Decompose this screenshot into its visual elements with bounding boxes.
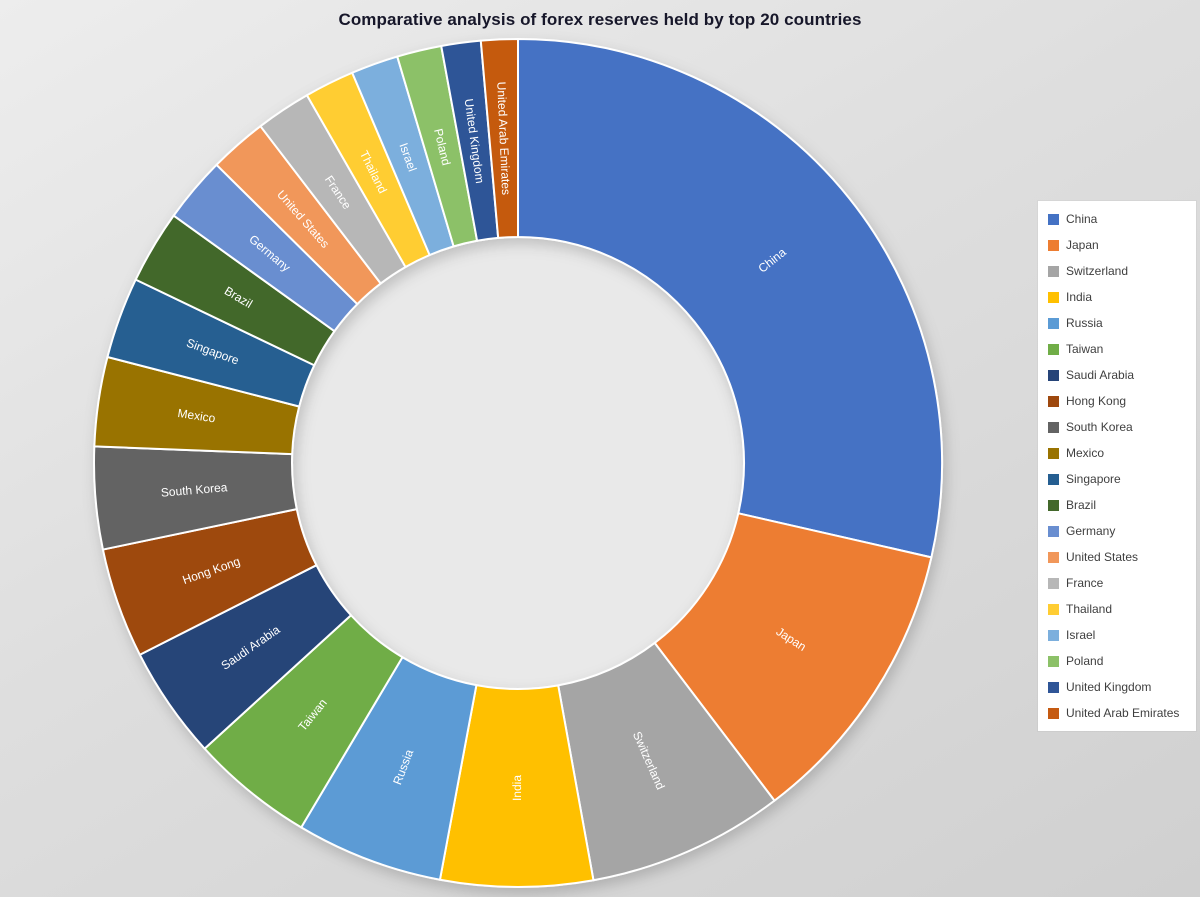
legend-label: United Arab Emirates (1066, 706, 1180, 720)
legend-label: Israel (1066, 628, 1096, 642)
legend-item-south-korea: South Korea (1038, 414, 1196, 440)
legend-item-united-arab-emirates: United Arab Emirates (1038, 700, 1196, 726)
legend-label: Singapore (1066, 472, 1121, 486)
legend-label: Switzerland (1066, 264, 1129, 278)
legend-item-thailand: Thailand (1038, 596, 1196, 622)
legend-swatch (1048, 525, 1059, 537)
chart-title: Comparative analysis of forex reserves h… (338, 10, 862, 29)
legend-item-israel: Israel (1038, 622, 1196, 648)
slice-label-mexico: Mexico (177, 406, 217, 425)
legend-item-brazil: Brazil (1038, 492, 1196, 518)
pie-slice-united-arab-emirates (479, 38, 519, 239)
legend-label: Thailand (1066, 602, 1113, 616)
legend-label: Brazil (1066, 498, 1097, 512)
legend-swatch (1048, 707, 1059, 719)
legend-swatch (1048, 317, 1059, 329)
legend-item-mexico: Mexico (1038, 440, 1196, 466)
legend-swatch (1048, 551, 1059, 563)
pie-slice-china (517, 38, 943, 559)
legend-swatch (1048, 655, 1059, 667)
legend-item-united-states: United States (1038, 544, 1196, 570)
legend-swatch (1048, 629, 1059, 641)
legend-swatch (1048, 577, 1059, 589)
legend-label: United States (1066, 550, 1139, 564)
legend-swatch (1048, 213, 1059, 225)
legend-item-singapore: Singapore (1038, 466, 1196, 492)
chart-legend: China Japan Switzerland India Russia Taiwan Sa… (1038, 201, 1196, 731)
legend-swatch (1048, 473, 1059, 485)
legend-item-germany: Germany (1038, 518, 1196, 544)
legend-label: South Korea (1066, 420, 1133, 434)
legend-item-saudi-arabia: Saudi Arabia (1038, 362, 1196, 388)
slice-label-india: India (510, 775, 524, 801)
legend-item-taiwan: Taiwan (1038, 336, 1196, 362)
legend-swatch (1048, 343, 1059, 355)
legend-label: Russia (1066, 316, 1103, 330)
legend-label: India (1066, 290, 1093, 304)
legend-label: Taiwan (1066, 342, 1104, 356)
legend-swatch (1048, 291, 1059, 303)
legend-label: China (1066, 212, 1098, 226)
legend-label: Poland (1066, 654, 1104, 668)
legend-swatch (1048, 447, 1059, 459)
legend-item-united-kingdom: United Kingdom (1038, 674, 1196, 700)
legend-item-hong-kong: Hong Kong (1038, 388, 1196, 414)
slice-label-south-korea: South Korea (160, 480, 228, 500)
legend-swatch (1048, 681, 1059, 693)
legend-swatch (1048, 395, 1059, 407)
legend-label: Germany (1066, 524, 1116, 538)
slice-label-united-arab-emirates: United Arab Emirates (494, 81, 513, 195)
legend-label: Mexico (1066, 446, 1105, 460)
legend-label: Japan (1066, 238, 1099, 252)
donut-hole (292, 237, 744, 689)
legend-item-poland: Poland (1038, 648, 1196, 674)
pie-slice-japan (653, 512, 933, 802)
legend-item-china: China (1038, 206, 1196, 232)
legend-swatch (1048, 265, 1059, 277)
legend-swatch (1048, 239, 1059, 251)
legend-label: France (1066, 576, 1104, 590)
legend-label: United Kingdom (1066, 680, 1152, 694)
legend-swatch (1048, 421, 1059, 433)
legend-item-india: India (1038, 284, 1196, 310)
legend-label: Hong Kong (1066, 394, 1127, 408)
legend-item-japan: Japan (1038, 232, 1196, 258)
legend-item-russia: Russia (1038, 310, 1196, 336)
legend-swatch (1048, 603, 1059, 615)
legend-item-france: France (1038, 570, 1196, 596)
legend-swatch (1048, 369, 1059, 381)
legend-swatch (1048, 499, 1059, 511)
legend-item-switzerland: Switzerland (1038, 258, 1196, 284)
legend-label: Saudi Arabia (1066, 368, 1135, 382)
